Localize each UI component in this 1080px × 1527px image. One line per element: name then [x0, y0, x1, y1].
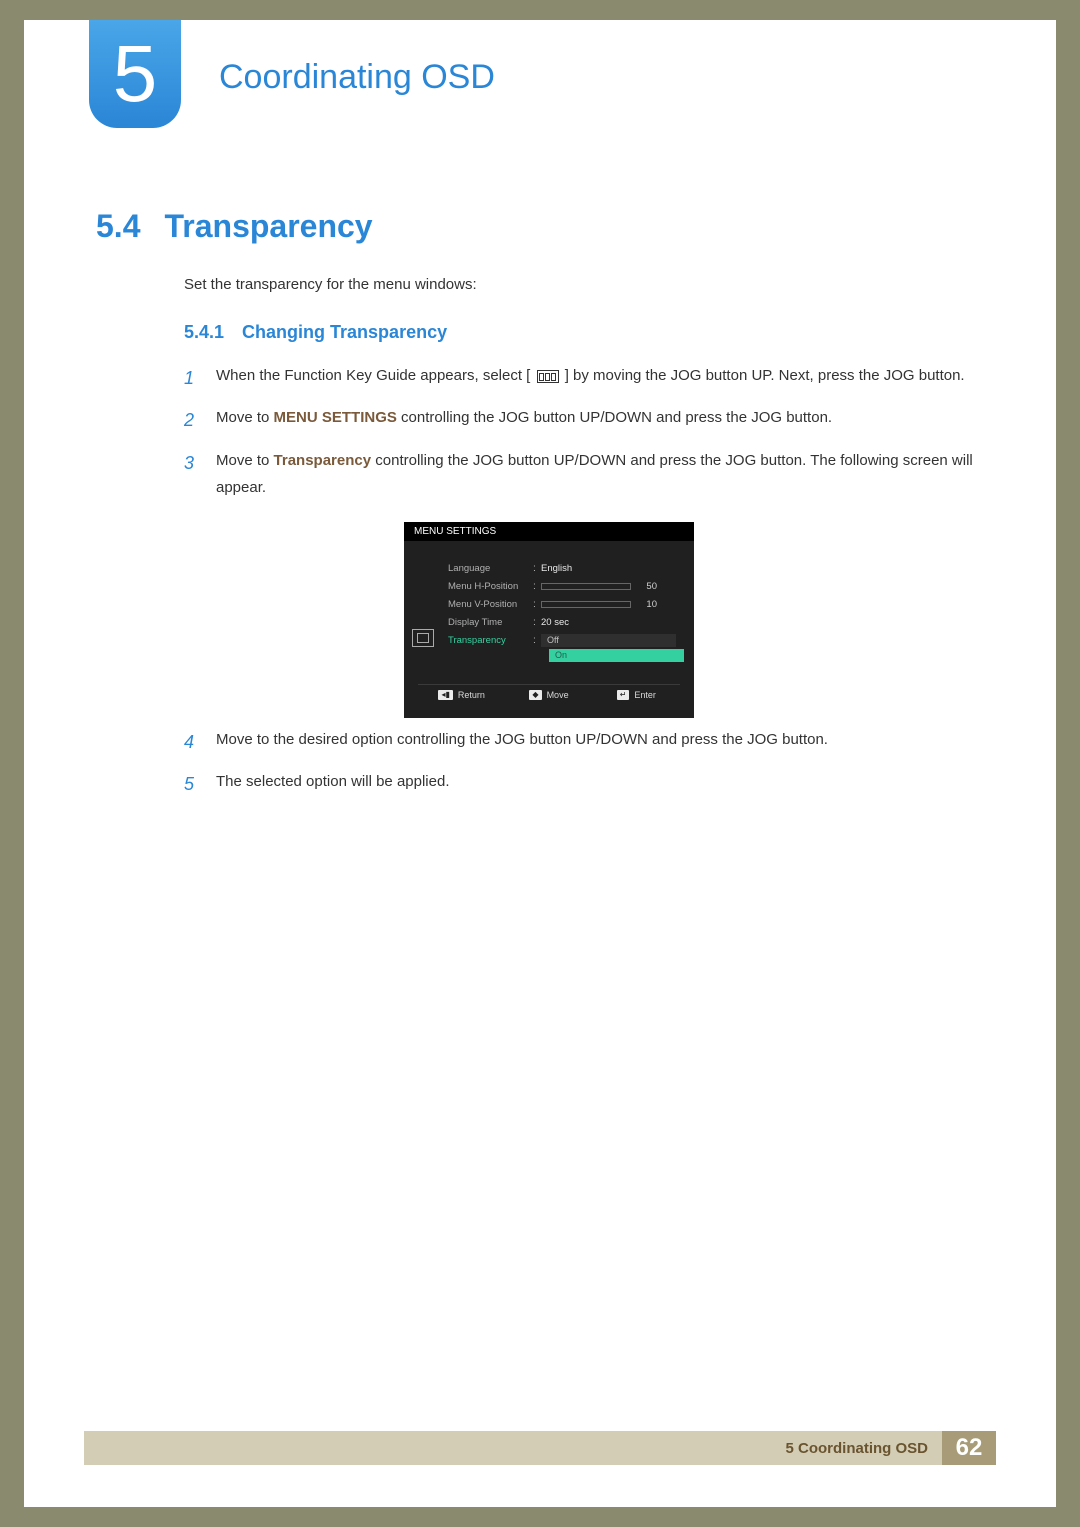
osd-row-hpos: Menu H-Position : 50	[448, 577, 680, 595]
osd-slider-value: 50	[637, 581, 657, 592]
step-number: 3	[184, 447, 202, 501]
osd-option-off: Off	[541, 634, 676, 647]
osd-footer-move: ◆ Move	[505, 690, 592, 700]
page-footer: 5 Coordinating OSD 62	[84, 1431, 996, 1465]
osd-options: Off	[541, 634, 680, 647]
move-icon: ◆	[529, 690, 541, 700]
osd-row-language: Language : English	[448, 559, 680, 577]
osd-colon: :	[533, 580, 541, 592]
step-text: Move to Transparency controlling the JOG…	[216, 447, 976, 501]
step-text: Move to MENU SETTINGS controlling the JO…	[216, 404, 832, 436]
osd-slider-track	[541, 583, 631, 590]
osd-slider: 10	[541, 599, 680, 610]
step-1: 1 When the Function Key Guide appears, s…	[184, 362, 976, 394]
chapter-tab: 5	[89, 20, 181, 128]
osd-slider-value: 10	[637, 599, 657, 610]
osd-body: Language : English Menu H-Position : 50 …	[404, 541, 694, 718]
page-number: 62	[942, 1431, 996, 1465]
step-2-a: Move to	[216, 409, 274, 426]
step-3-a: Move to	[216, 452, 274, 469]
osd-value: 20 sec	[541, 617, 569, 628]
step-3-bold: Transparency	[274, 452, 372, 469]
chapter-number: 5	[113, 28, 158, 120]
osd-slider-track	[541, 601, 631, 608]
subsection-title: Changing Transparency	[242, 322, 447, 343]
osd-title: MENU SETTINGS	[404, 522, 694, 541]
step-1-post: ] by moving the JOG button UP. Next, pre…	[565, 367, 965, 384]
intro-text: Set the transparency for the menu window…	[184, 276, 477, 293]
step-number: 4	[184, 726, 202, 758]
step-1-pre: When the Function Key Guide appears, sel…	[216, 367, 535, 384]
osd-colon: :	[533, 598, 541, 610]
step-text: Move to the desired option controlling t…	[216, 726, 828, 758]
osd-footer-return: ◂▮ Return	[418, 690, 505, 700]
osd-option-on-selected: On	[549, 649, 684, 662]
osd-label: Menu V-Position	[448, 599, 533, 610]
section-heading: 5.4 Transparency	[96, 208, 373, 245]
menu-grid-icon	[537, 363, 559, 390]
step-2-b: controlling the JOG button UP/DOWN and p…	[397, 409, 832, 426]
return-icon: ◂▮	[438, 690, 452, 700]
osd-footer-enter: ↵ Enter	[593, 690, 680, 700]
document-page: 5 Coordinating OSD 5.4 Transparency Set …	[24, 20, 1056, 1507]
osd-value: English	[541, 563, 572, 574]
step-5: 5 The selected option will be applied.	[184, 768, 976, 800]
chapter-title: Coordinating OSD	[219, 58, 495, 97]
osd-category-icon	[412, 629, 434, 647]
osd-label: Transparency	[448, 635, 533, 646]
subsection-heading: 5.4.1 Changing Transparency	[184, 322, 447, 343]
step-text: When the Function Key Guide appears, sel…	[216, 362, 965, 394]
osd-footer-move-label: Move	[547, 690, 569, 700]
osd-colon: :	[533, 634, 541, 646]
osd-label: Display Time	[448, 617, 533, 628]
step-2-bold: MENU SETTINGS	[274, 409, 397, 426]
section-title: Transparency	[164, 208, 372, 245]
step-text: The selected option will be applied.	[216, 768, 449, 800]
osd-panel: MENU SETTINGS Language : English Menu H-…	[404, 522, 694, 718]
osd-label: Menu H-Position	[448, 581, 533, 592]
osd-options-col: On	[549, 649, 680, 662]
step-2: 2 Move to MENU SETTINGS controlling the …	[184, 404, 976, 436]
enter-icon: ↵	[617, 690, 630, 700]
section-number: 5.4	[96, 208, 140, 245]
osd-label: Language	[448, 563, 533, 574]
step-3: 3 Move to Transparency controlling the J…	[184, 447, 976, 501]
osd-slider: 50	[541, 581, 680, 592]
step-number: 2	[184, 404, 202, 436]
footer-chapter-label: 5 Coordinating OSD	[786, 1431, 943, 1465]
osd-row-vpos: Menu V-Position : 10	[448, 595, 680, 613]
osd-colon: :	[533, 616, 541, 628]
osd-footer-enter-label: Enter	[634, 690, 656, 700]
osd-footer-return-label: Return	[458, 690, 485, 700]
osd-footer: ◂▮ Return ◆ Move ↵ Enter	[418, 684, 680, 704]
osd-row-displaytime: Display Time : 20 sec	[448, 613, 680, 631]
step-4: 4 Move to the desired option controlling…	[184, 726, 976, 758]
subsection-number: 5.4.1	[184, 322, 224, 343]
step-number: 5	[184, 768, 202, 800]
osd-row-transparency: Transparency : Off	[448, 631, 680, 649]
osd-colon: :	[533, 562, 541, 574]
step-number: 1	[184, 362, 202, 394]
osd-screenshot: MENU SETTINGS Language : English Menu H-…	[404, 522, 694, 718]
